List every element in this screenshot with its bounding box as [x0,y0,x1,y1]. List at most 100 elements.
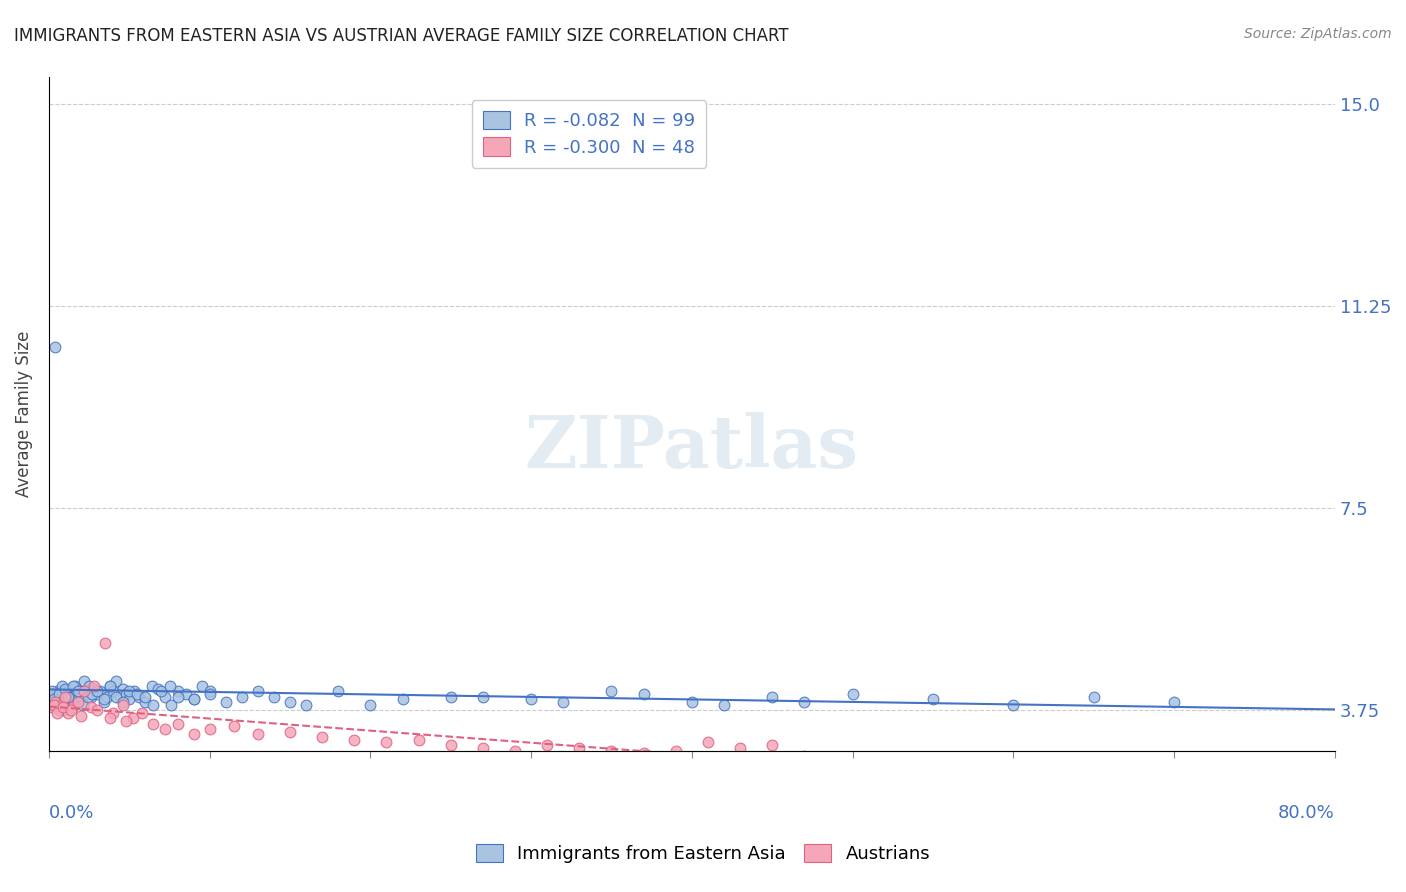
Point [359,698,381,712]
Point [246,727,269,741]
Point [51,695,73,709]
Point [76,690,98,704]
Point [46,684,69,698]
Point [159,679,181,693]
Point [166,684,188,698]
Point [41,684,63,698]
Point [118,684,141,698]
Point [59,681,82,696]
Point [48,687,70,701]
Point [98,679,121,693]
Point [122,684,145,698]
Point [62,679,84,693]
Point [115,714,138,728]
Legend: R = -0.082  N = 99, R = -0.300  N = 48: R = -0.082 N = 99, R = -0.300 N = 48 [472,100,706,168]
Point [150,684,173,698]
Point [118,692,141,706]
Point [311,730,333,744]
Point [134,695,156,709]
Point [53,690,76,704]
Point [48,687,70,701]
Point [568,740,591,755]
Point [51,698,73,712]
Point [105,690,128,704]
Point [222,719,245,733]
Point [60,703,83,717]
Point [600,684,623,698]
Point [166,716,188,731]
Point [52,700,75,714]
Point [153,690,176,704]
Point [108,690,131,704]
Point [295,698,318,712]
Point [128,690,150,704]
Point [174,687,197,701]
Point [77,679,100,693]
Point [471,740,494,755]
Point [98,679,121,693]
Point [198,684,221,698]
Point [42,698,65,712]
Point [70,708,93,723]
Point [131,706,153,720]
Point [93,692,115,706]
Point [53,690,76,704]
Point [51,679,73,693]
Point [148,681,170,696]
Point [328,684,350,698]
Point [134,690,156,704]
Point [600,743,623,757]
Point [62,698,84,712]
Text: ZIPatlas: ZIPatlas [524,412,859,483]
Point [440,738,463,752]
Point [793,748,815,763]
Point [96,690,118,704]
Point [1002,698,1025,712]
Point [63,679,86,693]
Point [105,673,128,688]
Point [841,687,863,701]
Point [93,695,115,709]
Point [160,698,183,712]
Point [183,692,205,706]
Point [111,681,134,696]
Point [52,703,75,717]
Point [42,692,65,706]
Point [44,340,66,354]
Point [633,746,655,760]
Point [141,679,163,693]
Point [471,690,494,704]
Point [41,695,63,709]
Y-axis label: Average Family Size: Average Family Size [15,331,32,497]
Point [1163,695,1185,709]
Point [761,738,783,752]
Point [42,690,65,704]
Point [46,692,69,706]
Point [761,690,783,704]
Point [503,743,526,757]
Point [49,698,72,712]
Point [62,700,84,714]
Point [66,684,89,698]
Point [142,698,165,712]
Point [55,684,77,698]
Point [66,695,89,709]
Point [80,690,103,704]
Point [153,722,176,736]
Point [86,684,108,698]
Point [53,681,76,696]
Text: 0.0%: 0.0% [49,805,94,822]
Point [166,690,188,704]
Point [1083,690,1105,704]
Legend: Immigrants from Eastern Asia, Austrians: Immigrants from Eastern Asia, Austrians [465,833,941,874]
Point [921,692,943,706]
Point [86,687,108,701]
Point [103,706,125,720]
Point [231,690,253,704]
Point [58,695,80,709]
Point [83,681,105,696]
Point [142,716,165,731]
Point [82,687,104,701]
Point [58,690,80,704]
Point [111,698,134,712]
